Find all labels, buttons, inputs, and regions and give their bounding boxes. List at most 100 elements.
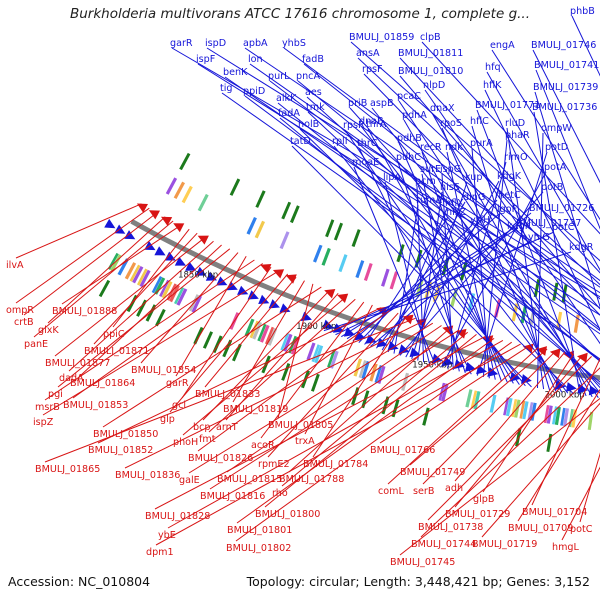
forward-gene-labels: garR ispD apbA yhbS BMULJ_01859 clpB phbB ispF l… xyxy=(170,6,599,253)
category-block xyxy=(161,281,173,299)
reverse-leader-line xyxy=(579,452,600,523)
reverse-leader-line xyxy=(277,283,314,419)
reverse-gene-label: gcl xyxy=(172,400,186,411)
reverse-leader-line xyxy=(167,339,504,529)
green-marker xyxy=(290,205,300,224)
reverse-leader-line xyxy=(226,325,442,473)
reverse-gene-label: garR xyxy=(166,378,189,389)
forward-gene-label: ansA xyxy=(356,48,380,59)
reverse-gene-label: galE xyxy=(179,475,200,486)
reverse-leader-line xyxy=(209,329,460,490)
forward-leader-line xyxy=(350,41,600,262)
reverse-gene-label: comL xyxy=(378,486,404,497)
forward-gene-label: phbB xyxy=(570,6,595,17)
category-block xyxy=(173,181,185,199)
gene-arrow xyxy=(124,230,136,240)
forward-gene-label: alkK xyxy=(276,93,297,104)
reverse-gene-label: BMULJ_01816 xyxy=(200,491,265,502)
forward-gene-label: BMULJ_01746 xyxy=(531,40,596,51)
gene-arrow xyxy=(174,256,186,266)
forward-leader-line xyxy=(307,111,600,386)
category-block xyxy=(563,408,569,427)
forward-gene-label: pdhB xyxy=(397,133,422,144)
category-block xyxy=(381,268,390,287)
forward-gene-label: BMULJ_01810 xyxy=(398,66,463,77)
category-block xyxy=(191,295,202,313)
reverse-gene-label: BMULJ_01805 xyxy=(268,420,333,431)
forward-leader-line xyxy=(399,191,544,356)
reverse-leader-line xyxy=(155,343,521,546)
forward-gene-label: pdhA xyxy=(402,110,427,121)
reverse-gene-label: phoH xyxy=(173,437,198,448)
forward-leader-line xyxy=(269,80,600,332)
reverse-leader-line xyxy=(454,354,584,508)
forward-gene-label: lgoF xyxy=(497,204,517,215)
forward-leader-line xyxy=(431,112,593,398)
reverse-leader-line xyxy=(281,331,469,487)
category-block xyxy=(265,326,275,345)
reverse-gene-label: dpm1 xyxy=(146,547,174,558)
reverse-leader-line xyxy=(454,351,566,482)
reverse-leader-line xyxy=(482,353,575,493)
forward-gene-label: potD xyxy=(545,142,568,153)
category-block xyxy=(353,358,362,377)
reverse-leader-line xyxy=(312,315,408,458)
category-block xyxy=(279,231,290,250)
forward-gene-label: BMULJ_01771 xyxy=(475,100,540,111)
category-block xyxy=(554,406,561,426)
forward-gene-label: phaR xyxy=(505,130,530,141)
forward-leader-line xyxy=(358,224,473,343)
forward-gene-label: hflK xyxy=(483,80,502,91)
reverse-leader-line xyxy=(427,356,592,521)
forward-gene-label: hflC xyxy=(470,116,489,127)
forward-gene-label: kdgR xyxy=(569,242,594,253)
forward-gene-label: BMULJ_01726 xyxy=(529,203,594,214)
category-block xyxy=(338,254,348,273)
reverse-leader-line xyxy=(44,317,416,463)
gene-arrow xyxy=(409,347,421,358)
forward-leader-line xyxy=(323,251,572,332)
forward-label-lines xyxy=(171,15,600,398)
forward-leader-line xyxy=(244,47,600,288)
reverse-gene-label: BMULJ_01871 xyxy=(84,346,149,357)
category-block xyxy=(117,258,129,276)
gene-arrow xyxy=(185,261,197,271)
gene-arrow xyxy=(398,344,410,354)
reverse-gene-label: BMULJ_01854 xyxy=(131,365,196,376)
reverse-gene-label: glp xyxy=(160,414,175,425)
reverse-gene-label: BMULJ_01853 xyxy=(63,400,128,411)
forward-gene-label: aes xyxy=(305,87,322,98)
green-marker xyxy=(391,399,400,418)
reverse-gene-label: panE xyxy=(24,339,48,350)
forward-leader-line xyxy=(476,109,587,397)
forward-gene-label: ndk xyxy=(445,142,463,153)
gene-arrow xyxy=(247,290,259,300)
reverse-gene-label: BMULJ_01788 xyxy=(279,474,344,485)
forward-gene-label: surE xyxy=(420,164,441,175)
forward-gene-label: hfq xyxy=(485,62,501,73)
gene-arrow xyxy=(279,303,291,313)
category-block xyxy=(552,406,558,425)
category-block xyxy=(489,394,497,413)
forward-gene-label: yhjG xyxy=(528,232,550,243)
forward-gene-label: rpsR xyxy=(343,120,365,131)
category-block xyxy=(165,177,178,195)
category-block xyxy=(327,349,336,368)
forward-gene-label: metC xyxy=(495,190,521,201)
reverse-leader-line xyxy=(33,220,174,338)
gene-arrow xyxy=(197,235,209,245)
forward-gene-label: rpsF xyxy=(362,64,383,75)
forward-leader-line xyxy=(537,132,544,389)
accession-label: Accession: NC_010804 xyxy=(8,574,151,589)
reverse-leader-line xyxy=(42,270,280,416)
gene-arrow xyxy=(487,367,499,377)
forward-gene-label: ompW xyxy=(541,123,572,134)
gene-arrow xyxy=(536,346,547,356)
forward-leader-line xyxy=(421,173,460,372)
forward-gene-label: clpB xyxy=(420,32,441,43)
category-block xyxy=(438,382,446,401)
reverse-leader-line xyxy=(72,263,263,399)
reverse-leader-line xyxy=(379,345,530,444)
